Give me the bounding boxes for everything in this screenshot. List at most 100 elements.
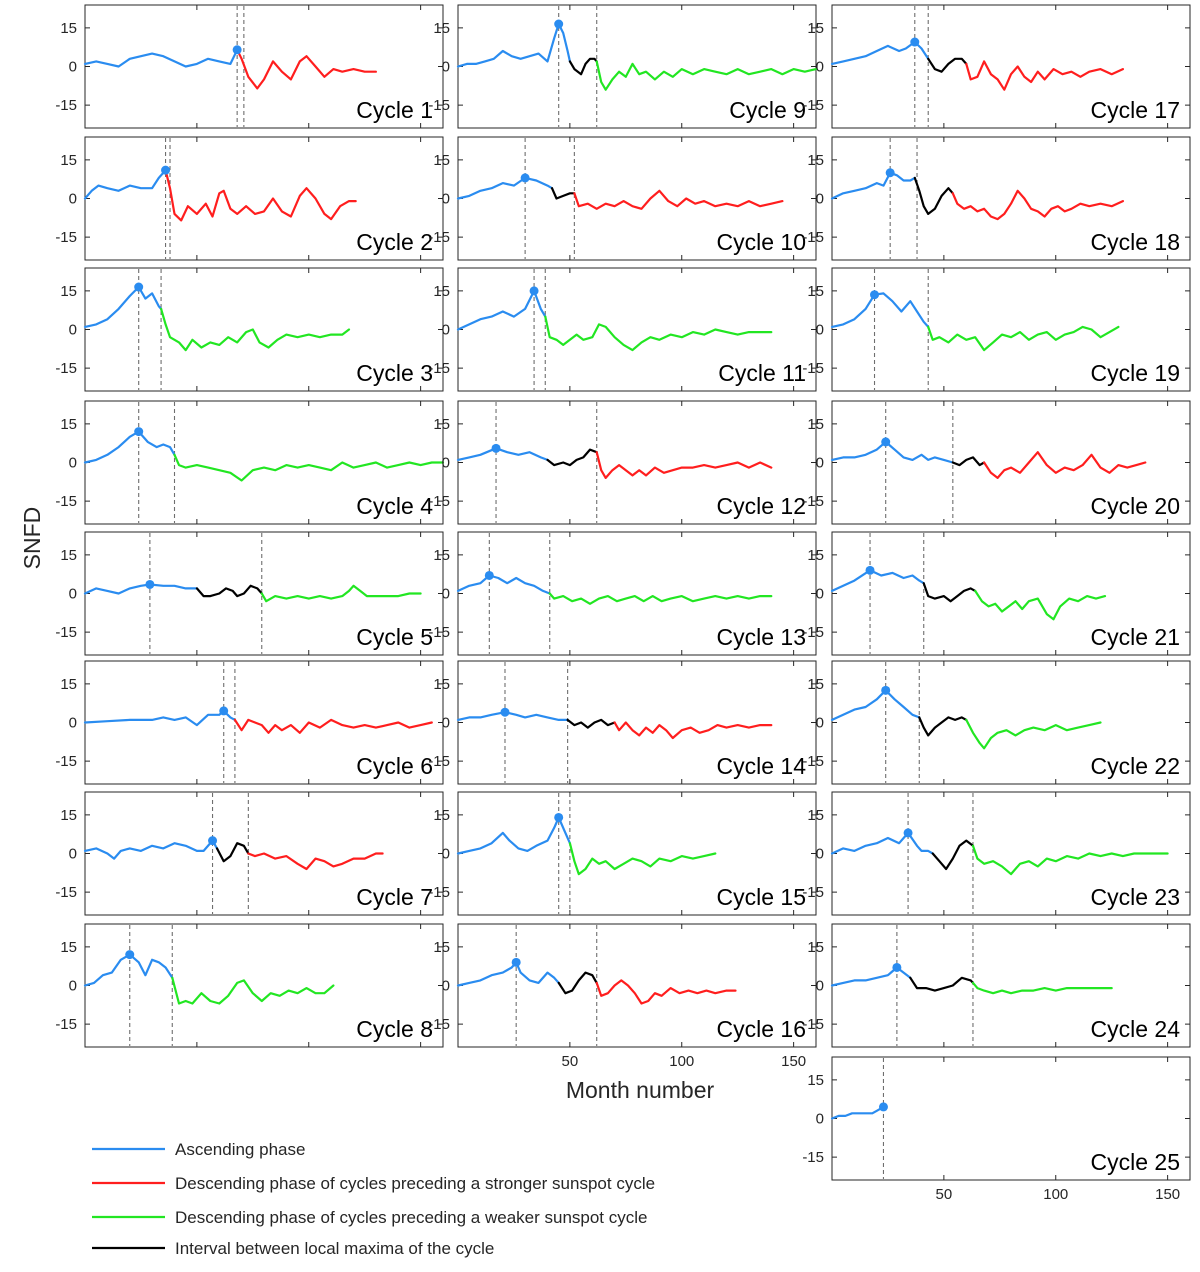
y-tick-label: 15: [433, 152, 450, 169]
x-tick-label: 50: [562, 1053, 579, 1070]
cycle-maximum-point: [870, 290, 880, 300]
series-line-desc_stronger: [595, 979, 737, 1005]
panel-label: Cycle 1: [356, 97, 433, 123]
series-line-ascending: [830, 171, 916, 200]
series-line-ascending: [83, 285, 163, 328]
y-tick-label: 15: [807, 1072, 824, 1089]
y-tick-label: 0: [816, 846, 824, 863]
y-tick-label: -15: [55, 1016, 77, 1033]
y-tick-label: 15: [433, 416, 450, 433]
cycle-maximum-point: [500, 707, 510, 717]
panel-label: Cycle 18: [1091, 229, 1180, 255]
panel-frame: [457, 660, 817, 785]
y-tick-label: 15: [433, 939, 450, 956]
y-tick-label: -15: [802, 884, 824, 901]
series-line-ascending: [456, 22, 571, 68]
panel-frame: [831, 4, 1191, 129]
y-tick-label: 0: [69, 586, 77, 603]
y-tick-label: 15: [807, 20, 824, 37]
series-line-between: [195, 584, 263, 598]
panel-label: Cycle 11: [718, 360, 806, 386]
panel-frame: [457, 791, 817, 916]
panel-cycle-8: -15 0 15 Cycle 8: [55, 923, 444, 1048]
y-tick-label: -15: [802, 229, 824, 246]
panel-label: Cycle 25: [1091, 1149, 1180, 1175]
cycle-maximum-point: [881, 685, 891, 695]
cycle-maximum-point: [878, 1102, 888, 1112]
series-line-between: [566, 718, 616, 729]
panel-cycle-3: -15 0 15 Cycle 3: [55, 267, 444, 392]
cycle-maximum-point: [161, 165, 171, 175]
panel-cycle-5: -15 0 15 Cycle 5: [55, 531, 444, 656]
panel-label: Cycle 17: [1091, 97, 1180, 123]
series-line-ascending: [456, 574, 551, 595]
series-line-ascending: [830, 1105, 885, 1120]
panel-cycle-12: -15 0 15 Cycle 12: [428, 400, 817, 525]
y-tick-label: 15: [433, 807, 450, 824]
series-line-ascending: [830, 292, 930, 328]
series-line-desc_weaker: [971, 981, 1113, 995]
y-tick-label: -15: [802, 493, 824, 510]
cycle-maximum-point: [865, 565, 875, 575]
panel-cycle-7: -15 0 15 Cycle 7: [55, 791, 444, 916]
panel-frame: [831, 660, 1191, 785]
y-tick-label: -15: [428, 360, 450, 377]
panel-cycle-21: -15 0 15 Cycle 21: [802, 531, 1191, 656]
y-tick-label: 0: [442, 191, 450, 208]
y-tick-label: 15: [433, 283, 450, 300]
panel-label: Cycle 15: [717, 884, 806, 910]
y-tick-label: 0: [442, 846, 450, 863]
panel-cycle-11: -15 0 15 Cycle 11: [428, 267, 817, 392]
y-tick-label: 15: [807, 152, 824, 169]
y-tick-label: -15: [802, 1016, 824, 1033]
panel-label: Cycle 2: [356, 229, 433, 255]
panel-label: Cycle 21: [1091, 624, 1180, 650]
series-line-desc_stronger: [983, 451, 1147, 479]
y-tick-label: -15: [55, 624, 77, 641]
series-line-desc_weaker: [260, 584, 422, 603]
series-line-between: [909, 976, 975, 992]
series-line-desc_weaker: [548, 592, 773, 605]
y-tick-label: 15: [60, 283, 77, 300]
y-tick-label: 0: [442, 59, 450, 76]
y-tick-label: 0: [442, 715, 450, 732]
y-tick-label: 15: [807, 283, 824, 300]
legend-entry-ascending: Ascending phase: [92, 1140, 305, 1159]
panel-frame: [831, 400, 1191, 525]
panel-frame: [84, 267, 444, 392]
series-line-desc_stronger: [236, 48, 377, 90]
panel-frame: [84, 4, 444, 129]
panel-label: Cycle 19: [1091, 360, 1180, 386]
y-tick-label: 0: [69, 978, 77, 995]
series-line-desc_stronger: [164, 169, 357, 222]
y-tick-label: -15: [55, 753, 77, 770]
y-tick-label: 0: [442, 322, 450, 339]
y-tick-label: 0: [69, 191, 77, 208]
panel-label: Cycle 4: [356, 493, 433, 519]
panel-cycle-20: -15 0 15 Cycle 20: [802, 400, 1191, 525]
y-tick-label: 15: [433, 547, 450, 564]
panel-label: Cycle 22: [1091, 753, 1180, 779]
legend: Ascending phase Descending phase of cycle…: [92, 1140, 655, 1258]
y-tick-label: -15: [802, 97, 824, 114]
series-line-ascending: [83, 953, 174, 987]
y-tick-label: -15: [802, 624, 824, 641]
y-tick-label: 0: [69, 455, 77, 472]
panel-frame: [457, 4, 817, 129]
panel-frame: [84, 660, 444, 785]
series-line-between: [931, 839, 975, 871]
series-line-ascending: [830, 689, 921, 721]
legend-entry-between: Interval between local maxima of the cyc…: [92, 1239, 494, 1258]
x-axis-label: Month number: [566, 1077, 715, 1103]
y-tick-label: 15: [60, 547, 77, 564]
panel-label: Cycle 9: [729, 97, 806, 123]
panel-label: Cycle 14: [717, 753, 807, 779]
cycle-maximum-point: [903, 828, 913, 838]
series-line-desc_stronger: [613, 721, 773, 740]
panel-frame: [457, 531, 817, 656]
panel-label: Cycle 20: [1091, 493, 1180, 519]
x-tick-label: 150: [1155, 1186, 1180, 1203]
panel-label: Cycle 5: [356, 624, 433, 650]
panel-label: Cycle 13: [717, 624, 806, 650]
panel-frame: [84, 531, 444, 656]
